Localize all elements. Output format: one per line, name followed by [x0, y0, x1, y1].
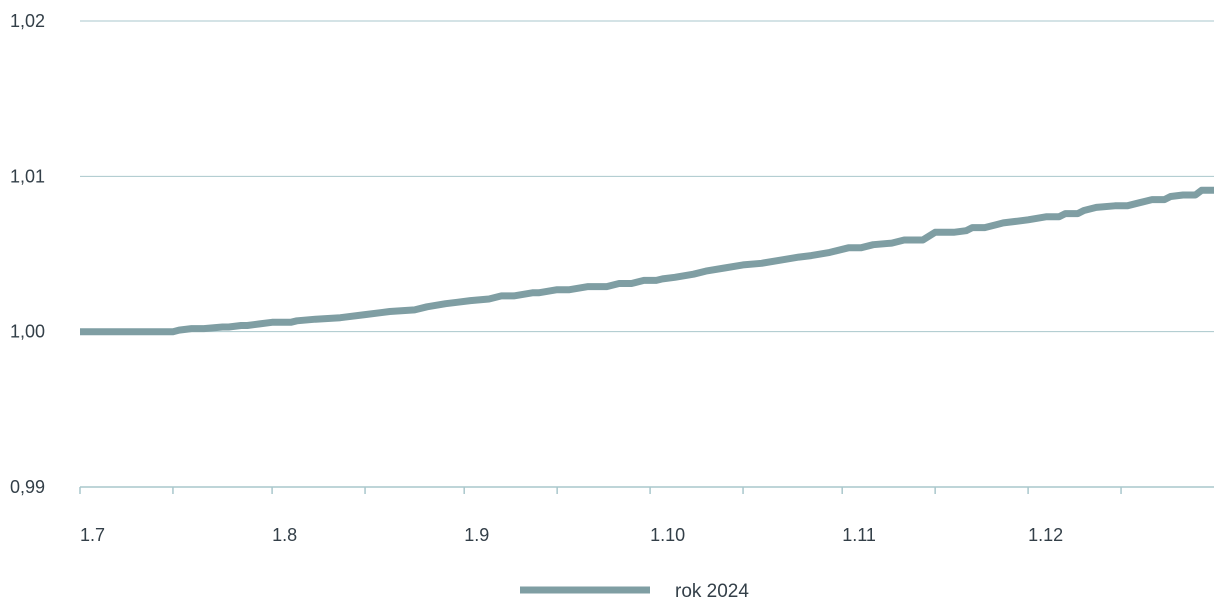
- legend: rok 2024: [520, 581, 749, 600]
- y-tick-label: 1,01: [10, 166, 45, 186]
- series-layer: [80, 186, 1214, 336]
- x-tick-label: 1.7: [80, 525, 105, 545]
- y-tick-labels: 0,99 1,00 1,01 1,02: [10, 11, 45, 497]
- x-tick-label: 1.11: [842, 525, 876, 545]
- x-tick-labels: 1.7 1.8 1.9 1.10 1.11 1.12: [80, 525, 1063, 545]
- y-tick-label: 0,99: [10, 477, 45, 497]
- y-tick-label: 1,00: [10, 322, 45, 342]
- x-tick-label: 1.9: [464, 525, 489, 545]
- x-tick-label: 1.12: [1028, 525, 1063, 545]
- series-line-0: [80, 186, 1214, 336]
- grid-lines: [80, 20, 1214, 333]
- x-axis: [79, 486, 1214, 494]
- x-tick-label: 1.8: [272, 525, 297, 545]
- legend-label: rok 2024: [675, 581, 749, 600]
- x-tick-label: 1.10: [650, 525, 685, 545]
- y-tick-label: 1,02: [10, 11, 45, 31]
